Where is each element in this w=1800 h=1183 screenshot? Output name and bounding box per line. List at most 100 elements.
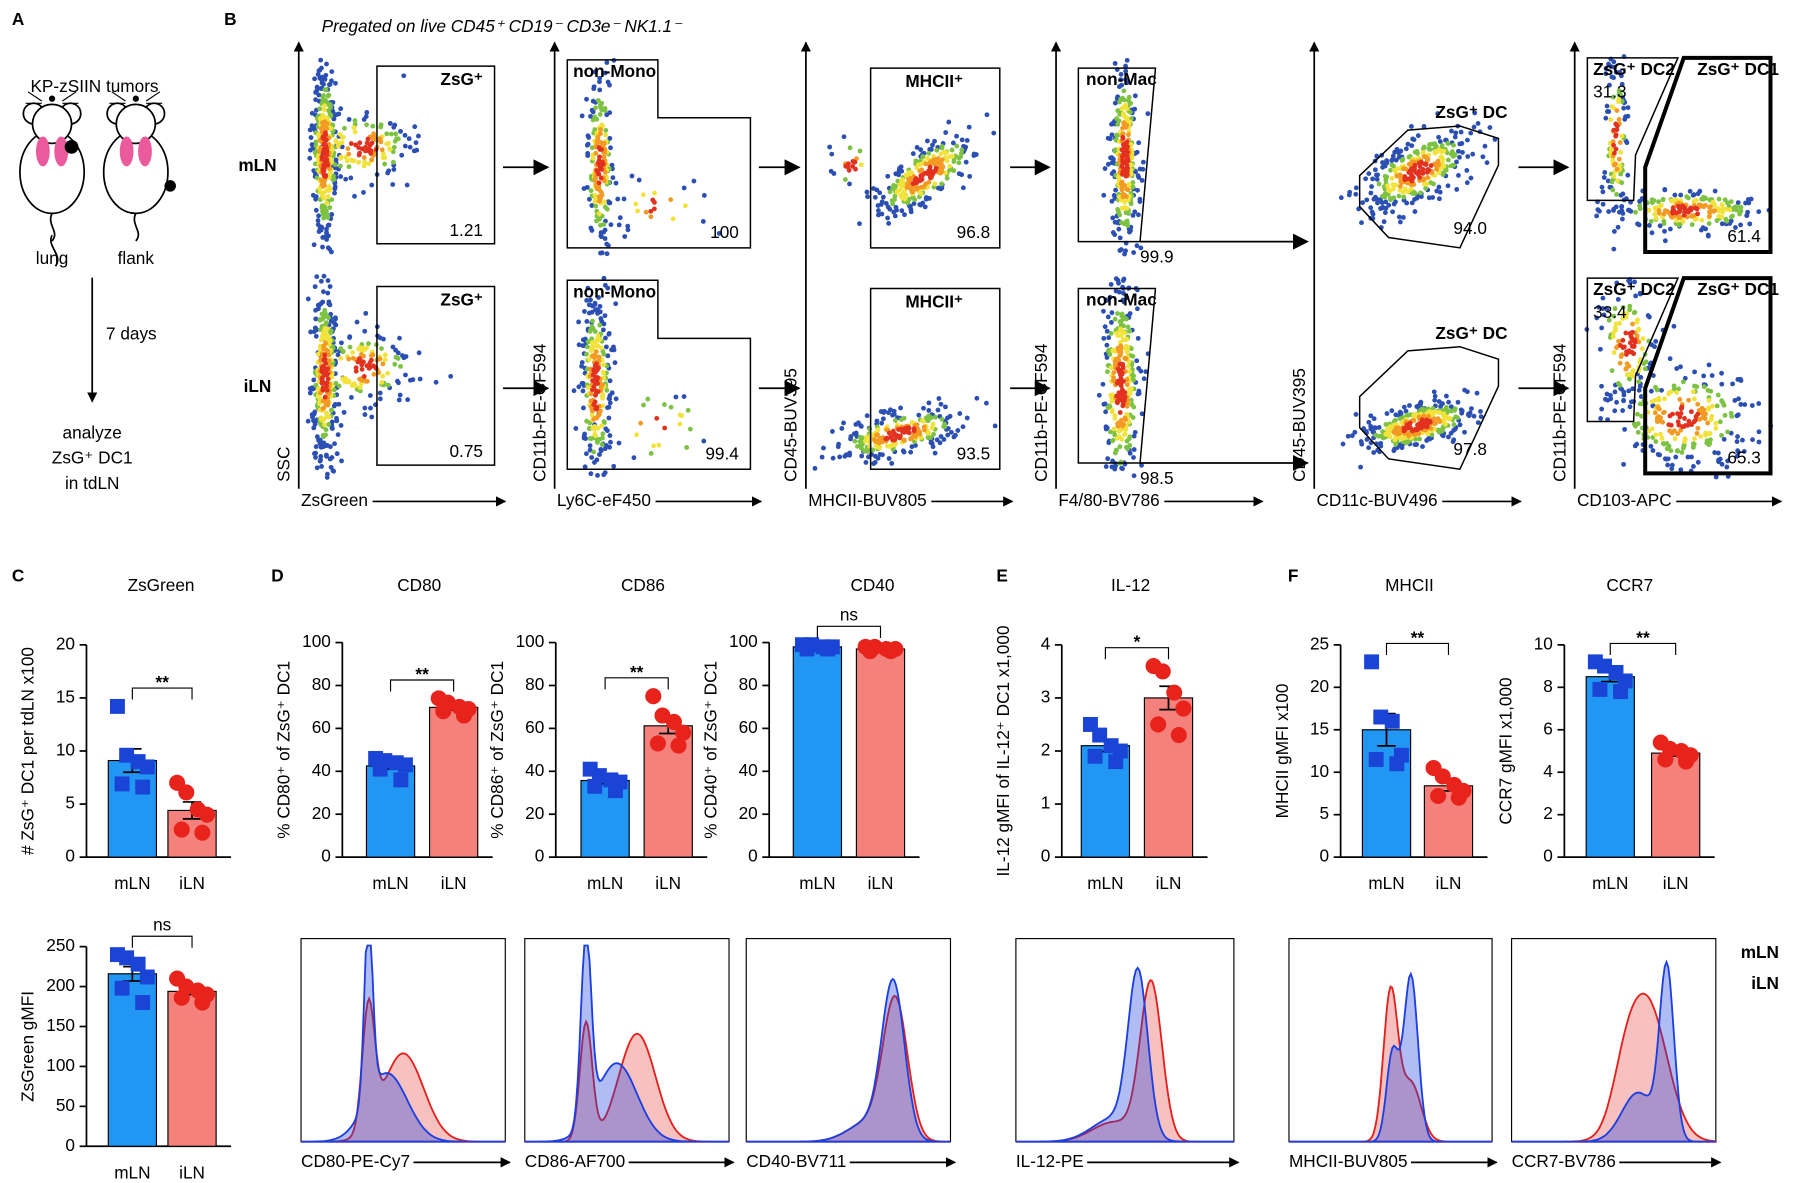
flow-plot: non-Mono99.4	[567, 276, 750, 478]
event-dot	[1354, 185, 1359, 190]
event-dot	[306, 296, 311, 301]
data-point	[373, 762, 388, 777]
event-dot	[1118, 382, 1123, 387]
event-dot	[848, 436, 853, 441]
event-dot	[881, 416, 886, 421]
event-dot	[1696, 426, 1701, 431]
event-dot	[1413, 209, 1418, 214]
event-dot	[1457, 141, 1462, 146]
event-dot	[1601, 189, 1606, 194]
event-dot	[1621, 398, 1626, 403]
y-axis-label: ZsGreen gMFI	[18, 991, 38, 1102]
event-dot	[1614, 204, 1619, 209]
event-dot	[1113, 188, 1118, 193]
event-dot	[1415, 423, 1420, 428]
event-dot	[598, 127, 603, 132]
panel-label: F	[1288, 566, 1299, 586]
event-dot	[597, 323, 602, 328]
event-dot	[362, 155, 367, 160]
event-dot	[383, 352, 388, 357]
event-dot	[1109, 320, 1114, 325]
event-dot	[1118, 235, 1123, 240]
event-dot	[581, 389, 586, 394]
event-dot	[322, 87, 327, 92]
event-dot	[1705, 421, 1710, 426]
event-dot	[1441, 413, 1446, 418]
gate-value: 97.8	[1453, 439, 1486, 459]
y-tick-label: 15	[56, 686, 75, 706]
event-dot	[960, 137, 965, 142]
event-dot	[1713, 421, 1718, 426]
event-dot	[321, 289, 326, 294]
event-dot	[1437, 196, 1442, 201]
event-dot	[1724, 217, 1729, 222]
event-dot	[1599, 326, 1604, 331]
event-dot	[1131, 250, 1136, 255]
event-dot	[1651, 448, 1656, 453]
event-dot	[609, 222, 614, 227]
histogram-curve	[301, 945, 505, 1141]
event-dot	[1110, 408, 1115, 413]
x-tick-label: mLN	[372, 873, 408, 893]
event-dot	[598, 447, 603, 452]
event-dot	[342, 126, 347, 131]
event-dot	[598, 251, 603, 256]
event-dot	[398, 129, 403, 134]
event-dot	[1650, 426, 1655, 431]
gate	[871, 289, 1000, 470]
event-dot	[939, 402, 944, 407]
y-tick-label: 0	[1041, 846, 1051, 866]
event-dot	[604, 344, 609, 349]
event-dot	[386, 383, 391, 388]
event-dot	[1478, 409, 1483, 414]
event-dot	[1672, 193, 1677, 198]
event-dot	[1422, 182, 1427, 187]
event-dot	[403, 144, 408, 149]
event-dot	[1757, 440, 1762, 445]
event-dot	[1648, 444, 1653, 449]
event-dot	[369, 157, 374, 162]
event-dot	[1409, 143, 1414, 148]
event-dot	[1110, 215, 1115, 220]
event-dot	[933, 415, 938, 420]
y-axis-label: CD11b-PE-CF594	[1549, 343, 1569, 482]
event-dot	[1636, 421, 1641, 426]
event-dot	[1743, 201, 1748, 206]
gate-value: 1.21	[449, 220, 482, 240]
event-dot	[1404, 146, 1409, 151]
event-dot	[1101, 309, 1106, 314]
event-dot	[321, 406, 326, 411]
event-dot	[1444, 394, 1449, 399]
event-dot	[1673, 455, 1678, 460]
event-dot	[346, 357, 351, 362]
event-dot	[1756, 401, 1761, 406]
event-dot	[1598, 416, 1603, 421]
event-dot	[306, 419, 311, 424]
y-tick-label: 80	[739, 674, 758, 694]
event-dot	[592, 424, 597, 429]
event-dot	[1713, 189, 1718, 194]
y-tick-label: 20	[312, 803, 331, 823]
flow-plot: ZsG⁺ DC233.4ZsG⁺ DC165.3	[1584, 277, 1779, 479]
bar	[793, 647, 841, 857]
event-dot	[1136, 173, 1141, 178]
data-point	[1389, 756, 1404, 771]
event-dot	[1608, 393, 1613, 398]
event-dot	[1735, 439, 1740, 444]
event-dot	[370, 124, 375, 129]
x-tick-label: mLN	[1368, 873, 1404, 893]
event-dot	[1453, 135, 1458, 140]
event-dot	[1456, 149, 1461, 154]
event-dot	[1377, 425, 1382, 430]
event-dot	[363, 145, 368, 150]
event-dot	[1465, 138, 1470, 143]
event-dot	[1485, 160, 1490, 165]
event-dot	[683, 203, 688, 208]
event-dot	[1610, 368, 1615, 373]
event-dot	[593, 105, 598, 110]
event-dot	[1111, 157, 1116, 162]
data-point	[199, 807, 215, 823]
event-dot	[872, 437, 877, 442]
event-dot	[879, 212, 884, 217]
event-dot	[1677, 207, 1682, 212]
